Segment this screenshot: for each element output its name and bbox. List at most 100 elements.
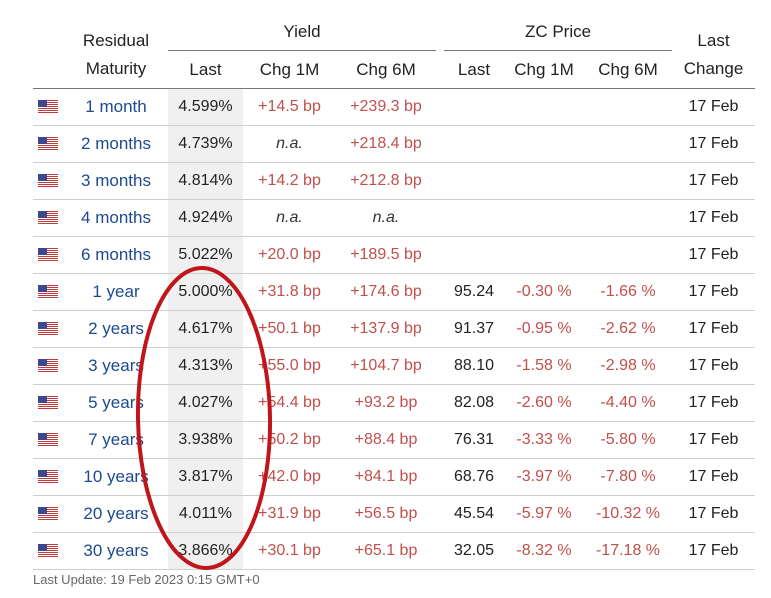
- cell-chg1m: +42.0 bp: [258, 468, 321, 485]
- cell-zc1m: -0.30 %: [516, 283, 572, 300]
- cell-maturity[interactable]: 30 years: [70, 533, 162, 569]
- header-yield-last[interactable]: Last: [189, 60, 222, 79]
- cell-maturity[interactable]: 1 year: [70, 274, 162, 310]
- cell-chg6m: +104.7 bp: [350, 357, 422, 374]
- cell-chg1m: +30.1 bp: [258, 542, 321, 559]
- cell-zc1m: -3.33 %: [516, 431, 572, 448]
- row-separator: [33, 199, 755, 200]
- us-flag-icon: [38, 100, 58, 114]
- cell-chg6m: +218.4 bp: [350, 135, 422, 152]
- header-zc-chg1m[interactable]: Chg 1M: [514, 60, 574, 79]
- cell-maturity[interactable]: 10 years: [70, 459, 162, 495]
- cell-chg1m: +14.5 bp: [258, 98, 321, 115]
- maturity-link[interactable]: 20 years: [83, 504, 149, 523]
- maturity-link[interactable]: 3 years: [88, 356, 144, 375]
- maturity-link[interactable]: 1 month: [85, 97, 147, 116]
- table-row[interactable]: 3 months 4.814% +14.2 bp +212.8 bp 17 Feb: [33, 163, 755, 199]
- cell-date: 17 Feb: [688, 135, 739, 152]
- cell-zc: 91.37: [453, 320, 495, 337]
- cell-maturity[interactable]: 7 years: [70, 422, 162, 458]
- cell-zc: 68.76: [453, 468, 495, 485]
- table-row[interactable]: 20 years 4.011% +31.9 bp +56.5 bp 45.54 -5.97…: [33, 496, 755, 532]
- table-row[interactable]: 10 years 3.817% +42.0 bp +84.1 bp 68.76 -3.97…: [33, 459, 755, 495]
- header-yield-chg1m[interactable]: Chg 1M: [259, 60, 320, 79]
- table-row[interactable]: 5 years 4.027% +54.4 bp +93.2 bp 82.08 -2.60 …: [33, 385, 755, 421]
- row-separator: [33, 162, 755, 163]
- table-row[interactable]: 1 year 5.000% +31.8 bp +174.6 bp 95.24 -0.30 …: [33, 274, 755, 310]
- cell-maturity[interactable]: 3 months: [70, 163, 162, 199]
- cell-zc6m: -4.40 %: [600, 394, 656, 411]
- cell-zc1m: -8.32 %: [516, 542, 572, 559]
- header-zc-group: ZC Price: [524, 22, 592, 41]
- cell-zc6m: -17.18 %: [595, 542, 661, 559]
- maturity-link[interactable]: 3 months: [81, 171, 151, 190]
- cell-date: 17 Feb: [688, 431, 739, 448]
- cell-chg1m: +31.8 bp: [258, 283, 321, 300]
- cell-zc: 95.24: [453, 283, 495, 300]
- maturity-link[interactable]: 5 years: [88, 393, 144, 412]
- header-zc-last[interactable]: Last: [457, 60, 491, 79]
- cell-zc: 82.08: [453, 394, 495, 411]
- table-row[interactable]: 2 months 4.739% n.a. +218.4 bp 17 Feb: [33, 126, 755, 162]
- row-separator: [33, 569, 755, 570]
- cell-maturity[interactable]: 4 months: [70, 200, 162, 236]
- table-row[interactable]: 2 years 4.617% +50.1 bp +137.9 bp 91.37 -0.95…: [33, 311, 755, 347]
- row-separator: [33, 125, 755, 126]
- header-yield-chg6m[interactable]: Chg 6M: [356, 60, 416, 79]
- header-zc-chg6m[interactable]: Chg 6M: [598, 60, 658, 79]
- cell-date: 17 Feb: [688, 172, 739, 189]
- maturity-link[interactable]: 7 years: [88, 430, 144, 449]
- cell-date: 17 Feb: [688, 246, 739, 263]
- maturity-link[interactable]: 2 months: [81, 134, 151, 153]
- cell-chg6m: +84.1 bp: [354, 468, 418, 485]
- cell-zc6m: -2.98 %: [600, 357, 656, 374]
- cell-date: 17 Feb: [688, 320, 739, 337]
- header-last-change: Last Change: [672, 27, 755, 83]
- cell-chg6m: n.a.: [372, 209, 400, 226]
- row-separator: [33, 273, 755, 274]
- cell-date: 17 Feb: [688, 542, 739, 559]
- header-residual-line1: Residual: [82, 31, 150, 50]
- header-yield-underline: [168, 50, 436, 51]
- row-separator: [33, 421, 755, 422]
- cell-zc6m: -1.66 %: [600, 283, 656, 300]
- table-row[interactable]: 3 years 4.313% +55.0 bp +104.7 bp 88.10 -1.58…: [33, 348, 755, 384]
- cell-chg6m: +56.5 bp: [354, 505, 418, 522]
- us-flag-icon: [38, 359, 58, 373]
- maturity-link[interactable]: 2 years: [88, 319, 144, 338]
- row-separator: [33, 495, 755, 496]
- cell-maturity[interactable]: 2 years: [70, 311, 162, 347]
- cell-yield: 3.938%: [168, 422, 243, 458]
- cell-date: 17 Feb: [688, 283, 739, 300]
- cell-zc: 76.31: [453, 431, 495, 448]
- maturity-link[interactable]: 1 year: [92, 282, 140, 301]
- table-row[interactable]: 30 years 3.866% +30.1 bp +65.1 bp 32.05 -8.32…: [33, 533, 755, 569]
- cell-maturity[interactable]: 5 years: [70, 385, 162, 421]
- maturity-link[interactable]: 4 months: [81, 208, 151, 227]
- table-row[interactable]: 1 month 4.599% +14.5 bp +239.3 bp 17 Feb: [33, 89, 755, 125]
- cell-zc1m: -3.97 %: [516, 468, 572, 485]
- maturity-link[interactable]: 30 years: [83, 541, 149, 560]
- us-flag-icon: [38, 322, 58, 336]
- table-row[interactable]: 7 years 3.938% +50.2 bp +88.4 bp 76.31 -3.33 …: [33, 422, 755, 458]
- cell-maturity[interactable]: 1 month: [70, 89, 162, 125]
- cell-date: 17 Feb: [688, 98, 739, 115]
- us-flag-icon: [38, 174, 58, 188]
- us-flag-icon: [38, 285, 58, 299]
- maturity-link[interactable]: 10 years: [83, 467, 149, 486]
- cell-zc: 45.54: [453, 505, 495, 522]
- cell-yield: 3.866%: [168, 533, 243, 569]
- cell-chg1m: +50.1 bp: [258, 320, 321, 337]
- header-zc-underline: [444, 50, 672, 51]
- cell-yield: 4.924%: [168, 200, 243, 236]
- row-separator: [33, 310, 755, 311]
- cell-maturity[interactable]: 3 years: [70, 348, 162, 384]
- table-row[interactable]: 4 months 4.924% n.a. n.a. 17 Feb: [33, 200, 755, 236]
- cell-maturity[interactable]: 6 months: [70, 237, 162, 273]
- cell-maturity[interactable]: 20 years: [70, 496, 162, 532]
- cell-maturity[interactable]: 2 months: [70, 126, 162, 162]
- maturity-link[interactable]: 6 months: [81, 245, 151, 264]
- cell-zc: 32.05: [453, 542, 495, 559]
- cell-chg1m: +50.2 bp: [258, 431, 321, 448]
- cell-chg6m: +189.5 bp: [350, 246, 422, 263]
